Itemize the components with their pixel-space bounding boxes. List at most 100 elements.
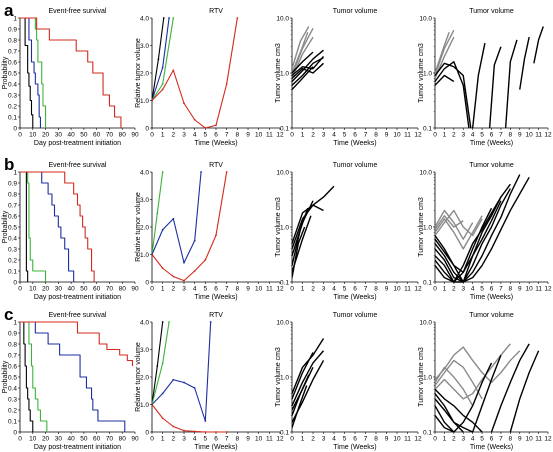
x-tick-label: 30 (55, 286, 63, 293)
series-group (20, 171, 95, 282)
x-tick-label: 1 (301, 286, 305, 293)
y-tick-label: 4.0 (140, 319, 149, 326)
series-line (435, 61, 470, 129)
series-line (435, 62, 472, 129)
y-tick-label: 1 (13, 169, 17, 176)
x-tick-label: 4 (193, 132, 197, 139)
series-line (20, 321, 126, 432)
series-line (504, 39, 518, 129)
x-tick-label: 1 (161, 436, 165, 443)
x-tick-label: 9 (246, 436, 250, 443)
x-tick-label: 70 (106, 286, 114, 293)
chart-c-1: Event-free survival 0 10 20 30 40 50 60 70 80 90 0 0… (2, 312, 139, 451)
x-tick-label: 8 (374, 286, 378, 293)
y-axis-label: Tumor volume cm3 (418, 43, 425, 103)
x-tick-label: 50 (80, 132, 88, 139)
y-tick-label: 1.0 (140, 402, 149, 409)
y-tick-label: 0 (13, 125, 17, 132)
chart-title: Tumor volume (469, 312, 514, 319)
series-line (488, 46, 502, 129)
y-axis-label: Tumor volume cm3 (275, 197, 282, 257)
y-tick-label: 0.4 (8, 81, 17, 88)
chart-title: RTV (209, 162, 223, 169)
data-point (183, 279, 185, 282)
x-tick-label: 5 (343, 132, 347, 139)
series-line (292, 26, 310, 69)
x-tick-label: 0 (433, 436, 437, 443)
series-line (20, 17, 122, 128)
x-tick-label: 2 (452, 132, 456, 139)
x-tick-label: 7 (364, 286, 368, 293)
y-axis-label: Probability (2, 360, 9, 393)
y-tick-label: 1.0 (423, 224, 432, 231)
x-tick-label: 20 (42, 286, 50, 293)
series-group (292, 338, 325, 428)
x-tick-label: 6 (490, 436, 494, 443)
y-tick-label: 4.0 (140, 15, 149, 22)
y-tick-label: 10.0 (419, 15, 432, 22)
x-tick-label: 0 (290, 436, 294, 443)
x-tick-label: 10 (255, 436, 263, 443)
x-tick-label: 12 (544, 132, 552, 139)
y-tick-label: 1 (13, 15, 17, 22)
x-tick-label: 50 (80, 436, 88, 443)
x-tick-label: 12 (544, 286, 552, 293)
x-tick-label: 9 (518, 132, 522, 139)
x-tick-label: 5 (204, 286, 208, 293)
x-tick-label: 0 (150, 286, 154, 293)
series-line (20, 321, 34, 432)
x-tick-label: 12 (276, 286, 284, 293)
x-tick-label: 5 (480, 286, 484, 293)
series-group (292, 26, 325, 91)
y-tick-label: 0.1 (8, 418, 17, 425)
y-axis-label: Tumor volume cm3 (275, 347, 282, 407)
x-tick-label: 6 (353, 286, 357, 293)
data-point (161, 88, 164, 91)
series-line (292, 350, 325, 407)
y-tick-label: 0.1 (8, 114, 17, 121)
data-point (193, 118, 196, 121)
data-point (183, 102, 185, 105)
series-line (435, 188, 511, 283)
series-line (152, 404, 227, 433)
y-axis-label: Relative tumor volume (135, 192, 142, 262)
x-tick-label: 12 (544, 436, 552, 443)
x-tick-label: 3 (461, 286, 465, 293)
data-point (172, 217, 175, 220)
series-line (152, 321, 164, 405)
x-tick-label: 1 (301, 132, 305, 139)
y-tick-label: 0.3 (8, 396, 17, 403)
x-tick-label: 5 (204, 436, 208, 443)
series-line (435, 362, 493, 433)
y-tick-label: 0 (145, 429, 149, 436)
x-tick-label: 6 (353, 436, 357, 443)
chart-title: Tumor volume (469, 162, 514, 169)
series-line (20, 321, 48, 432)
series-line (152, 321, 170, 405)
x-tick-label: 3 (322, 286, 326, 293)
y-tick-label: 10.0 (276, 15, 289, 22)
y-tick-label: 0.1 (280, 279, 289, 286)
data-point (225, 171, 228, 173)
y-tick-label: 0.8 (8, 37, 17, 44)
series-line (435, 200, 502, 274)
y-tick-label: 0.6 (8, 213, 17, 220)
x-tick-label: 4 (332, 132, 336, 139)
x-tick-label: 1 (161, 286, 165, 293)
x-tick-label: 11 (266, 286, 273, 293)
series-line (435, 74, 455, 86)
series-line (20, 321, 133, 366)
x-tick-label: 12 (276, 132, 284, 139)
series-line (471, 42, 486, 129)
x-tick-label: 7 (499, 286, 503, 293)
x-tick-label: 11 (404, 436, 411, 443)
x-tick-label: 2 (172, 436, 176, 443)
x-axis-label: Day post-treatment initiation (34, 444, 121, 451)
data-point (225, 83, 228, 85)
data-point (200, 171, 202, 173)
